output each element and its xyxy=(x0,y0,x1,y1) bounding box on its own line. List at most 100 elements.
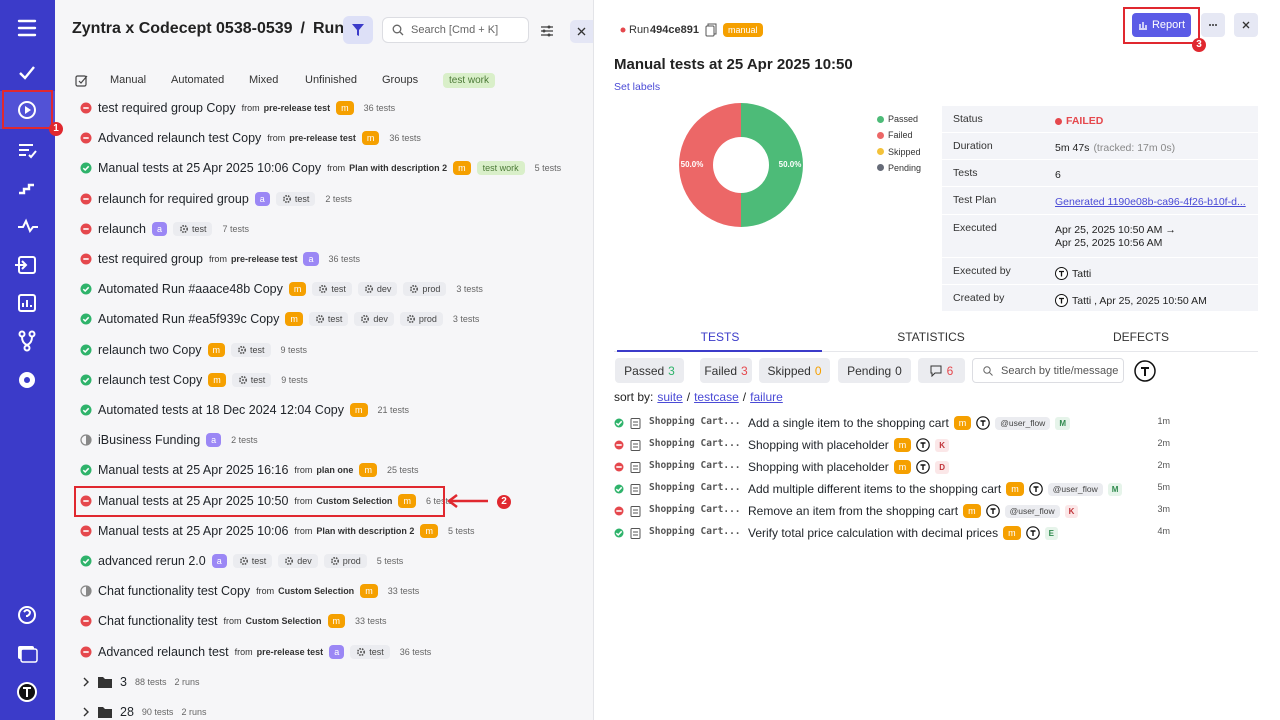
filter-label: Skipped xyxy=(767,363,811,378)
comments-chip[interactable]: 6 xyxy=(918,358,965,383)
test-search[interactable]: Search by title/message xyxy=(972,358,1124,383)
nav-import[interactable] xyxy=(15,256,36,274)
run-row[interactable]: test required group Copy from pre-release … xyxy=(80,98,395,118)
run-row[interactable]: relaunch test Copy m test 9 tests xyxy=(80,370,308,390)
nav-plans[interactable] xyxy=(19,144,37,159)
test-time: 2m xyxy=(1157,460,1170,470)
filter-chip[interactable]: Pending 0 xyxy=(838,358,911,383)
icon-shape xyxy=(615,420,623,427)
list-tab[interactable]: Automated xyxy=(171,74,225,86)
run-row[interactable]: Automated Run #ea5f939c Copy m test dev prod… xyxy=(80,309,479,329)
nav-branches[interactable] xyxy=(18,330,36,352)
sort-option[interactable]: testcase xyxy=(694,390,739,404)
copy-icon xyxy=(705,23,717,37)
icon-shape xyxy=(633,465,638,470)
test-time: 4m xyxy=(1157,526,1170,536)
icon-shape xyxy=(28,330,36,338)
test-row[interactable]: Verify total price calculation with deci… xyxy=(748,523,1058,543)
collapse-button[interactable] xyxy=(570,20,593,43)
source-name: pre-release test xyxy=(230,254,298,264)
icon-shape xyxy=(330,556,339,566)
report-button[interactable]: Report xyxy=(1132,13,1191,37)
run-title: advanced rerun 2.0 xyxy=(98,554,206,568)
expand-arrow xyxy=(83,707,89,717)
run-row[interactable]: Manual tests at 25 Apr 2025 16:16 from pla… xyxy=(80,460,418,480)
type-badge: m xyxy=(893,460,912,474)
run-row[interactable]: iBusiness Funding a 2 tests xyxy=(80,430,258,450)
info-value: Tatti , Apr 25, 2025 10:50 AM xyxy=(1055,294,1207,307)
sort-option[interactable]: failure xyxy=(750,390,783,404)
run-row[interactable]: Automated Run #aaace48b Copy m test dev prod… xyxy=(80,279,483,299)
set-labels-link[interactable]: Set labels xyxy=(614,81,661,93)
filter-button[interactable] xyxy=(343,16,373,44)
run-row[interactable]: advanced rerun 2.0 a test dev prod 5 tests xyxy=(80,551,403,571)
search-box[interactable]: Search [Cmd + K] xyxy=(382,17,529,43)
icon-shape xyxy=(630,528,641,539)
icon-shape xyxy=(285,197,288,200)
run-row[interactable]: Chat functionality test from Custom Select… xyxy=(80,611,387,631)
list-tab[interactable]: Manual xyxy=(110,74,147,86)
test-count: 36 tests xyxy=(328,254,361,264)
run-row[interactable]: relaunch a test 7 tests xyxy=(80,219,249,239)
detail-tab[interactable]: TESTS xyxy=(700,330,740,344)
icon-shape xyxy=(179,224,188,233)
expand-arrow xyxy=(83,677,89,687)
test-row[interactable]: Remove an item from the shopping cart m @u… xyxy=(748,501,1079,521)
more-button[interactable] xyxy=(1201,13,1225,37)
detail-tab[interactable]: DEFECTS xyxy=(1112,330,1169,344)
test-row[interactable]: Add a single item to the shopping cart m @… xyxy=(748,413,1070,433)
run-row[interactable]: relaunch two Copy m test 9 tests xyxy=(80,340,307,360)
user-avatar[interactable] xyxy=(17,682,37,702)
detail-tab[interactable]: STATISTICS xyxy=(897,330,965,344)
run-row[interactable]: test required group from pre-release test a… xyxy=(80,249,360,269)
nav-projects[interactable] xyxy=(18,646,38,663)
run-row[interactable]: Advanced relaunch test Copy from pre-relea… xyxy=(80,128,421,148)
icon-shape xyxy=(82,317,90,323)
nav-analytics[interactable] xyxy=(18,294,36,312)
list-tab[interactable]: Unfinished xyxy=(305,74,357,86)
run-title: test required group Copy xyxy=(98,101,236,115)
nav-tests[interactable] xyxy=(19,66,35,80)
nav-pulse[interactable] xyxy=(18,218,38,234)
run-row[interactable]: Automated tests at 18 Dec 2024 12:04 Cop… xyxy=(80,400,409,420)
filter-chip[interactable]: Failed 3 xyxy=(700,358,752,383)
env-tag: test xyxy=(231,342,271,357)
test-row[interactable]: Shopping with placeholder m D xyxy=(748,457,950,477)
test-row[interactable]: Shopping with placeholder m K xyxy=(748,435,950,455)
assignee-icon xyxy=(916,438,931,452)
list-tab[interactable]: Mixed xyxy=(249,74,279,86)
nav-help[interactable] xyxy=(18,606,36,624)
run-row[interactable]: relaunch for required group a test 2 tests xyxy=(80,189,352,209)
annotation-box xyxy=(2,90,53,129)
run-row[interactable]: Advanced relaunch test from pre-release te… xyxy=(80,642,431,662)
run-row[interactable]: Chat functionality test Copy from Custom S… xyxy=(80,581,419,601)
filter-chip[interactable]: Passed 3 xyxy=(615,358,684,383)
filter-chip[interactable]: Skipped 0 xyxy=(759,358,830,383)
from-label: from xyxy=(294,525,313,536)
run-row[interactable]: Manual tests at 25 Apr 2025 10:50 from Cus… xyxy=(80,491,452,511)
status-icon xyxy=(80,193,92,205)
folder-row[interactable]: 28 90 tests 2 runs xyxy=(82,702,206,720)
folder-row[interactable]: 3 88 tests 2 runs xyxy=(82,672,200,692)
info-text: Tatti , Apr 25, 2025 10:50 AM xyxy=(1072,294,1207,307)
nav-runs[interactable] xyxy=(18,101,36,119)
nav-steps[interactable] xyxy=(19,183,34,195)
test-title: Shopping with placeholder xyxy=(748,460,889,474)
close-button[interactable] xyxy=(1234,13,1258,37)
icon-shape xyxy=(78,75,88,84)
icon-shape xyxy=(82,286,90,293)
source-name: pre-release test xyxy=(256,646,324,657)
info-text: Generated 1190e08b-ca96-4f26-b10f-d... xyxy=(1055,196,1246,208)
test-tag: @user_flow xyxy=(1047,482,1103,496)
run-row[interactable]: Manual tests at 25 Apr 2025 10:06 from Pla… xyxy=(80,521,474,541)
icon-shape xyxy=(392,24,402,34)
list-tag[interactable]: test work xyxy=(443,73,496,88)
env-name: prod xyxy=(418,314,437,325)
list-tab[interactable]: Groups xyxy=(382,74,419,86)
env-tag: test xyxy=(232,554,273,568)
menu-icon[interactable] xyxy=(17,19,37,37)
run-row[interactable]: Manual tests at 25 Apr 2025 10:06 Copy fr… xyxy=(80,158,561,178)
sort-option[interactable]: suite xyxy=(657,390,683,404)
test-row[interactable]: Add multiple different items to the shop… xyxy=(748,479,1123,499)
nav-settings[interactable] xyxy=(19,372,35,388)
